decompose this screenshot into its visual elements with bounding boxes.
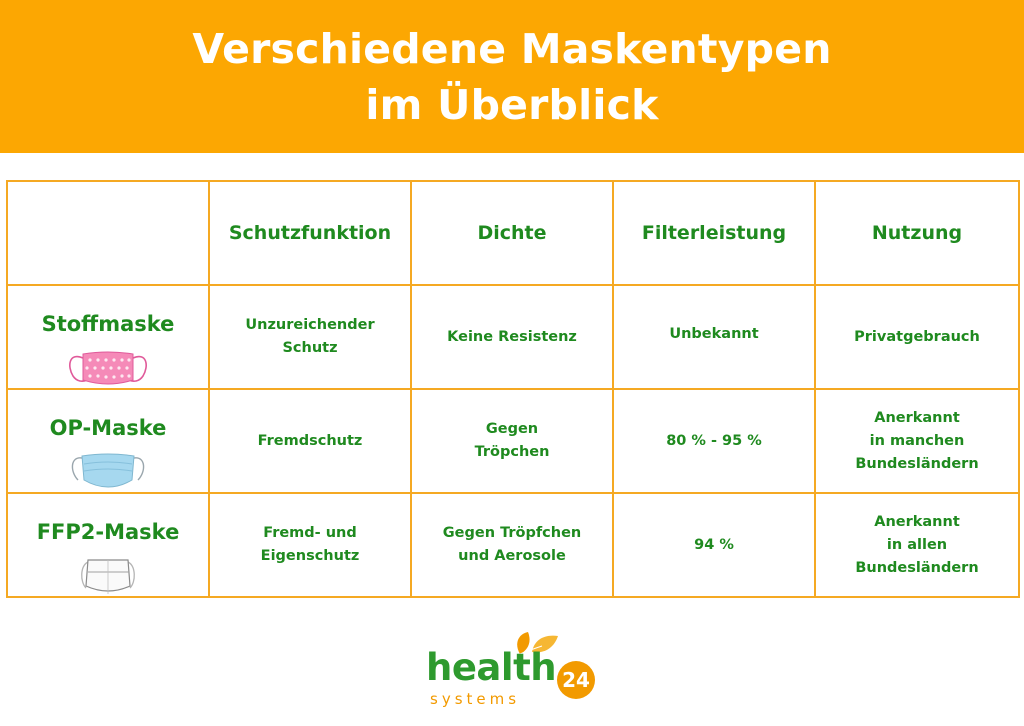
header-dichte: Dichte [410,180,614,286]
cell-text: in allen [886,536,948,553]
health24-logo: health systems 24 [426,628,596,714]
cloth-mask-icon [69,351,147,385]
cell-text: Eigenschutz [260,548,360,564]
cell-nutzung: Anerkannt in allen Bundesländern [814,492,1020,598]
cell-text: Schutz [282,340,338,356]
row-label: OP-Maske [49,416,167,440]
cell-text: Unzureichender [245,317,375,333]
cell-dichte: Gegen Tröpchen [410,388,614,494]
table-row: OP-Maske Fremdschutz Gegen Tröpchen 80 %… [6,388,1020,494]
row-header-stoffmaske: Stoffmaske [6,284,210,390]
surgical-mask-icon [71,453,145,488]
cell-schutzfunktion: Fremd- und Eigenschutz [208,492,412,598]
cell-text: Tröpchen [474,444,550,460]
cell-filterleistung: 94 % [612,492,816,598]
row-header-ffp2-maske: FFP2-Maske [6,492,210,598]
title-banner: Verschiedene Maskentypen im Überblick [0,0,1024,153]
cell-dichte: Gegen Tröpfchen und Aerosole [410,492,614,598]
cell-text: 94 % [694,536,734,553]
row-label: FFP2-Maske [36,520,180,544]
cell-text: in manchen [869,432,965,449]
cell-text: Anerkannt [874,409,960,426]
cell-text: 80 % - 95 % [666,432,762,449]
row-label: Stoffmaske [41,312,175,336]
cell-text: Gegen Tröpfchen [442,525,582,541]
cell-text: Unbekannt [669,325,759,342]
cell-nutzung: Anerkannt in manchen Bundesländern [814,388,1020,494]
cell-text: Keine Resistenz [447,328,577,345]
row-header-op-maske: OP-Maske [6,388,210,494]
logo-word: health [426,646,557,689]
cell-text: Fremdschutz [257,432,363,449]
header-schutzfunktion: Schutzfunktion [208,180,412,286]
mask-comparison-table: Schutzfunktion Dichte Filterleistung Nut… [6,180,1020,598]
table-row: FFP2-Maske Fremd- und Eigenschutz Gegen … [6,492,1020,598]
cell-nutzung: Privatgebrauch [814,284,1020,390]
cell-filterleistung: 80 % - 95 % [612,388,816,494]
header-empty [6,180,210,286]
table-row: Stoffmaske Unzureichender Schutz Keine R… [6,284,1020,390]
cell-text: Gegen [485,421,539,437]
cell-text: Fremd- und [263,525,357,541]
header-filterleistung: Filterleistung [612,180,816,286]
cell-filterleistung: Unbekannt [612,284,816,390]
cell-schutzfunktion: Unzureichender Schutz [208,284,412,390]
logo-badge: 24 [557,661,595,699]
ffp2-mask-icon [81,559,135,594]
cell-schutzfunktion: Fremdschutz [208,388,412,494]
cell-text: Privatgebrauch [854,328,980,345]
cell-text: Bundesländern [855,559,979,576]
leaf-icon [517,632,558,655]
title-line-1: Verschiedene Maskentypen [192,24,832,73]
cell-text: und Aerosole [458,548,566,564]
header-nutzung: Nutzung [814,180,1020,286]
cell-text: Anerkannt [874,513,960,530]
title-line-2: im Überblick [365,80,659,129]
cell-text: Bundesländern [855,455,979,472]
cell-dichte: Keine Resistenz [410,284,614,390]
logo-subtitle: systems [430,690,521,708]
